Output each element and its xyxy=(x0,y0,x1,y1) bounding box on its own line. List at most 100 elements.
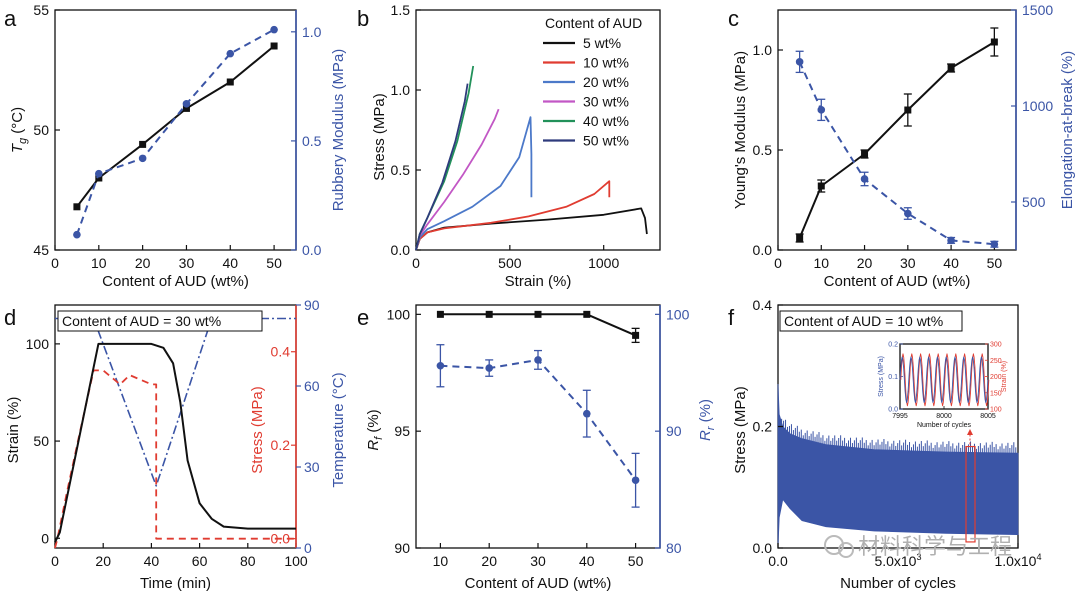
panel-d-x-tick-label: 80 xyxy=(240,553,256,569)
panel-label-f: f xyxy=(728,305,735,330)
panel-f-inset-arrow-head xyxy=(967,429,973,435)
panel-e-y-tick-label: 90 xyxy=(394,540,410,556)
panel-label-c: c xyxy=(728,6,739,31)
panel-f-cycle-envelope xyxy=(777,383,1019,549)
panel-d-x-tick-label: 100 xyxy=(284,553,308,569)
panel-a-tg-point xyxy=(139,140,147,148)
panel-b-curve-3 xyxy=(415,108,500,251)
panel-d-y3-tick-label: 30 xyxy=(304,459,320,475)
panel-a-x-tick-label: 10 xyxy=(91,255,107,271)
panel-e-rr-point xyxy=(583,409,591,418)
panel-c-x-tick-label: 40 xyxy=(943,255,959,271)
panel-a-y-tick-label: 45 xyxy=(33,242,49,258)
panel-e-rf-point xyxy=(534,310,542,318)
panel-c-y2-tick-label: 1000 xyxy=(1022,98,1053,114)
panel-b-y-tick-label: 1.5 xyxy=(391,2,411,18)
panel-f-inset-y2-tick-label: 200 xyxy=(990,374,1002,381)
panel-b-curve-5 xyxy=(415,83,469,251)
panel-label-e: e xyxy=(357,305,369,330)
panel-e-x-tick-label: 10 xyxy=(433,553,449,569)
panel-c-elong-point xyxy=(795,58,804,66)
panel-d-y-tick-label: 50 xyxy=(33,433,49,449)
panel-a-modulus-point xyxy=(138,154,147,163)
panel-f-inset-xlabel: Number of cycles xyxy=(917,422,972,429)
panel-e-xlabel: Content of AUD (wt%) xyxy=(465,575,612,592)
panel-c-modulus-point xyxy=(861,150,869,158)
panel-c-x-tick-label: 50 xyxy=(987,255,1003,271)
panel-e-y2-tick-label: 90 xyxy=(666,423,682,439)
panel-e-y-tick-label: 100 xyxy=(387,306,411,322)
panel-d-annotation: Content of AUD = 30 wt% xyxy=(62,313,221,329)
panel-d-y-tick-label: 100 xyxy=(26,336,50,352)
panel-f-inset-stress-curve xyxy=(899,356,989,403)
panel-d-y3label: Temperature (°C) xyxy=(330,372,347,487)
panel-d-y-tick-label: 0 xyxy=(41,530,49,546)
panel-c-elong-point xyxy=(947,236,955,245)
watermark: 材料科学与工程 xyxy=(824,534,1012,559)
panel-a-tg-point xyxy=(270,42,278,50)
panel-c-modulus-point xyxy=(947,64,955,72)
panel-f-inset-ylabel: Stress (MPa) xyxy=(878,356,885,397)
panel-a-y2-tick-label: 0.0 xyxy=(302,242,322,258)
panel-e-y2-tick-label: 80 xyxy=(666,540,682,556)
panel-c-series-modulus-line xyxy=(798,41,995,239)
panel-f-inset-y2-tick-label: 100 xyxy=(990,407,1002,414)
panel-a-tg-point xyxy=(182,104,190,112)
panel-d-series-strain xyxy=(54,342,296,543)
panel-f-inset-x-tick-label: 8000 xyxy=(936,413,952,420)
panel-f-inset-x-tick-label: 7995 xyxy=(892,413,908,420)
panel-b-curve-1 xyxy=(415,180,611,251)
panel-a-tg-point xyxy=(73,203,81,211)
panel-b-x-tick-label: 1000 xyxy=(588,255,619,271)
panel-f-inset-y2-tick-label: 150 xyxy=(990,390,1002,397)
panel-c-modulus-point xyxy=(990,38,998,46)
panel-d-y2label: Stress (MPa) xyxy=(249,386,266,474)
panel-f-x-tick-label: 1.0x104 xyxy=(994,552,1041,569)
panel-b-frame xyxy=(415,9,661,251)
panel-a-modulus-point xyxy=(226,49,235,58)
panel-a-series-modulus-line xyxy=(75,28,275,236)
panel-d-x-tick-label: 0 xyxy=(51,553,59,569)
panel-c-xlabel: Content of AUD (wt%) xyxy=(824,273,971,290)
panel-c-x-tick-label: 30 xyxy=(900,255,916,271)
panel-f-y-tick-label: 0.2 xyxy=(753,419,773,435)
panel-d-series-stress xyxy=(54,369,296,549)
panel-b-legend-label: 5 wt% xyxy=(583,35,621,51)
panel-b-ylabel: Stress (MPa) xyxy=(371,93,388,181)
panel-b-legend-label: 50 wt% xyxy=(583,133,629,149)
panel-b-legend-title: Content of AUD xyxy=(545,15,642,31)
panel-f-y-tick-label: 0.0 xyxy=(753,540,773,556)
panel-b-xlabel: Strain (%) xyxy=(505,273,572,290)
panel-c-y2label: Elongation-at-break (%) xyxy=(1059,51,1076,209)
panel-e-y2label: Rr (%) xyxy=(697,399,717,441)
panel-c-elong-point xyxy=(990,240,999,249)
panel-e-rf-point xyxy=(436,310,444,318)
panel-f-highlight-box xyxy=(965,445,976,543)
panel-c-modulus-point xyxy=(817,182,825,190)
panel-c-ylabel: Young's Modulus (MPa) xyxy=(732,51,749,209)
panel-b-x-tick-label: 500 xyxy=(498,255,522,271)
panel-a-x-tick-label: 50 xyxy=(266,255,282,271)
panel-e-x-tick-label: 50 xyxy=(628,553,644,569)
panel-e-x-tick-label: 40 xyxy=(579,553,595,569)
panel-b-legend-label: 10 wt% xyxy=(583,55,629,71)
panel-f-inset-x-tick-label: 8005 xyxy=(980,413,996,420)
panel-c-y2-tick-label: 500 xyxy=(1022,194,1046,210)
panel-a-ylabel: Tg (°C) xyxy=(9,107,29,153)
panel-c-x-tick-label: 10 xyxy=(813,255,829,271)
panel-a-x-tick-label: 20 xyxy=(135,255,151,271)
panel-e-x-tick-label: 20 xyxy=(481,553,497,569)
panel-f-inset-y2label: Strain (%) xyxy=(1001,361,1008,392)
panel-c-elong-point xyxy=(904,209,912,218)
panel-f-inset-y-tick-label: 0.0 xyxy=(888,407,898,414)
panel-a-x-tick-label: 40 xyxy=(222,255,238,271)
panel-e-y-tick-label: 95 xyxy=(394,423,410,439)
panel-e-ylabel: Rf (%) xyxy=(365,409,385,450)
panel-b-x-tick-label: 0 xyxy=(412,255,420,271)
panel-a-y2-tick-label: 0.5 xyxy=(302,133,322,149)
watermark-text: 材料科学与工程 xyxy=(858,534,1012,559)
panel-c-series-elong-line xyxy=(798,61,995,246)
panel-b-legend-label: 30 wt% xyxy=(583,94,629,110)
panel-f-ylabel: Stress (MPa) xyxy=(732,386,749,474)
